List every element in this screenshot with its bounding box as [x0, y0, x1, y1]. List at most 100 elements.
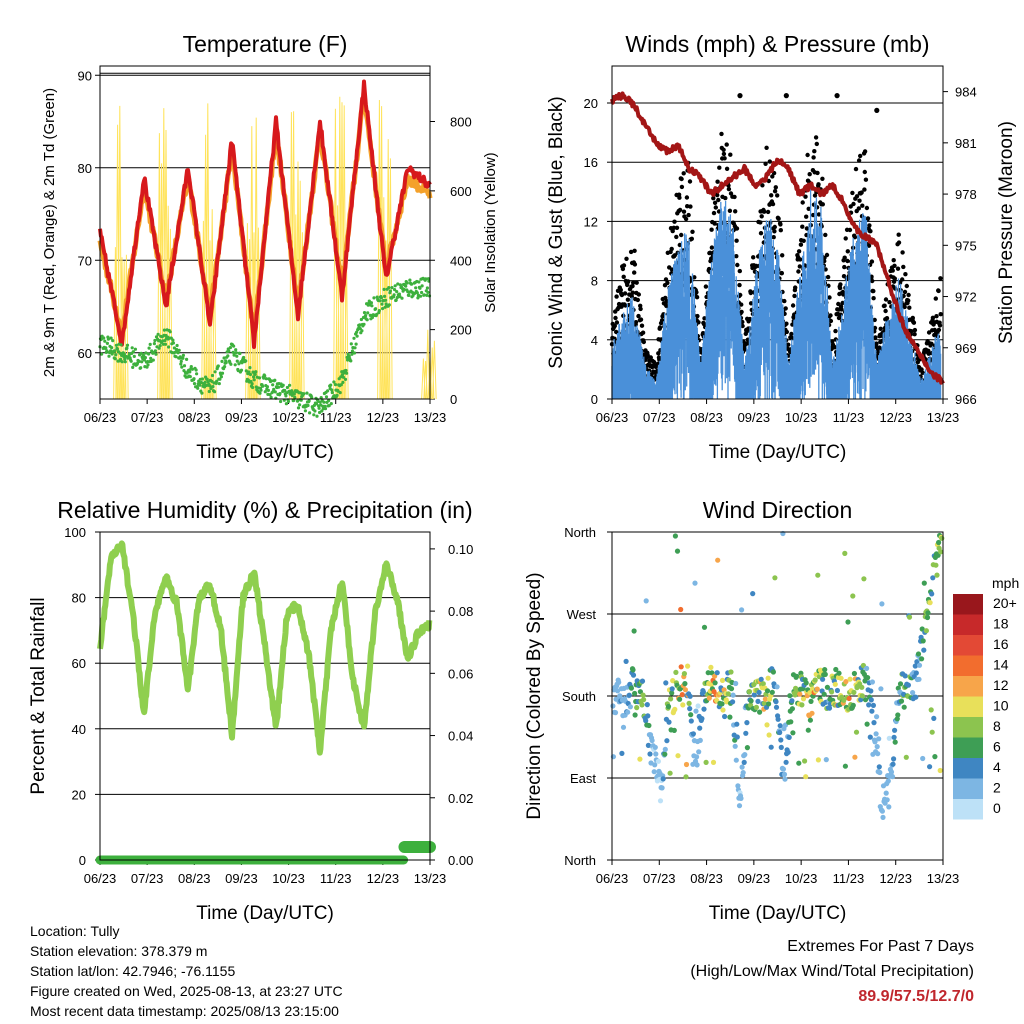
gust-point	[848, 204, 853, 209]
direction-point	[653, 751, 659, 757]
plot-frame	[99, 531, 431, 861]
direction-point	[884, 797, 890, 803]
gust-point	[639, 323, 645, 328]
gust-point	[636, 313, 641, 319]
direction-point	[846, 695, 852, 702]
gust-point	[782, 298, 787, 304]
gust-point	[612, 323, 617, 329]
y-tick-label: 0	[79, 853, 86, 868]
dewpoint-point	[158, 344, 162, 348]
dewpoint-point	[234, 351, 238, 355]
gust-point	[669, 246, 674, 252]
direction-point	[886, 735, 892, 741]
gust-point	[836, 315, 842, 321]
gust-point	[632, 248, 637, 253]
direction-point	[892, 727, 898, 733]
direction-point	[722, 713, 728, 720]
dewpoint-point	[424, 277, 428, 281]
dewpoint-point	[327, 399, 331, 403]
dewpoint-point	[156, 332, 160, 336]
dewpoint-point	[335, 393, 339, 397]
direction-point	[720, 707, 726, 713]
dewpoint-point	[284, 402, 288, 406]
gust-point	[681, 171, 686, 176]
direction-point	[805, 727, 811, 733]
direction-point	[756, 689, 762, 696]
dewpoint-point	[359, 317, 363, 322]
dewpoint-point	[180, 365, 184, 369]
gust-point	[717, 165, 722, 170]
y-tick-label: 16	[584, 155, 598, 170]
gust-point	[907, 305, 912, 310]
gust-point	[860, 203, 865, 208]
direction-point	[842, 763, 849, 769]
dewpoint-point	[390, 286, 394, 290]
dewpoint-point	[333, 383, 338, 387]
dewpoint-point	[312, 413, 316, 417]
direction-point	[748, 698, 754, 704]
direction-point	[746, 689, 753, 695]
dewpoint-point	[130, 346, 134, 350]
direction-point	[879, 601, 885, 607]
dewpoint-point	[326, 389, 330, 393]
direction-point	[920, 638, 926, 644]
x-axis-label: Time (Day/UTC)	[196, 442, 334, 463]
gust-point	[827, 295, 832, 300]
y2-tick-label: 200	[450, 323, 472, 338]
gust-point	[709, 227, 714, 232]
direction-point	[778, 737, 784, 743]
gust-point	[648, 355, 653, 360]
x-tick-label: 08/23	[178, 410, 211, 425]
gust-point	[807, 172, 812, 177]
x-tick-label: 09/23	[225, 410, 258, 425]
direction-point	[712, 680, 718, 686]
direction-point	[619, 750, 625, 757]
gust-point	[900, 277, 905, 282]
dewpoint-point	[295, 399, 300, 403]
gust-point	[702, 316, 707, 321]
gust-point	[869, 259, 875, 264]
dewpoint-point	[365, 318, 369, 322]
extremes-title: Extremes For Past 7 Days	[787, 938, 974, 955]
gust-point	[700, 331, 706, 336]
dewpoint-point	[407, 293, 411, 297]
direction-point	[665, 703, 672, 710]
gust-point	[679, 184, 685, 190]
gust-point	[853, 166, 859, 172]
direction-point	[868, 688, 874, 694]
dewpoint-point	[248, 366, 252, 370]
gust-point	[762, 209, 767, 214]
gust-point	[679, 232, 684, 238]
gust-point	[902, 304, 907, 310]
gust-point	[690, 229, 695, 234]
gust-point	[862, 169, 867, 175]
dewpoint-point	[205, 377, 209, 381]
y2-tick-label: 972	[955, 290, 977, 305]
x-tick-label: 10/23	[785, 410, 818, 425]
direction-point	[708, 664, 714, 671]
dewpoint-point	[213, 390, 217, 394]
solar-series	[113, 96, 437, 400]
direction-point	[803, 774, 809, 780]
gust-point	[734, 238, 739, 243]
dewpoint-point	[244, 369, 248, 373]
dewpoint-point	[174, 355, 178, 359]
dewpoint-point	[266, 388, 270, 392]
gust-point	[836, 301, 841, 307]
direction-point	[847, 676, 853, 682]
dewpoint-point	[224, 360, 228, 365]
y-axis-label: Direction (Colored By Speed)	[524, 572, 545, 819]
gust-point	[747, 316, 753, 322]
gust-point	[630, 290, 635, 295]
gust-point	[938, 276, 943, 281]
direction-point	[938, 549, 944, 555]
gust-point	[763, 161, 768, 166]
gust-point	[703, 284, 709, 289]
gust-point	[919, 367, 924, 372]
direction-point	[895, 685, 901, 691]
direction-point	[688, 718, 694, 724]
direction-point	[750, 591, 756, 597]
dewpoint-point	[107, 354, 111, 358]
dewpoint-point	[358, 323, 362, 327]
rh-series	[97, 540, 433, 756]
